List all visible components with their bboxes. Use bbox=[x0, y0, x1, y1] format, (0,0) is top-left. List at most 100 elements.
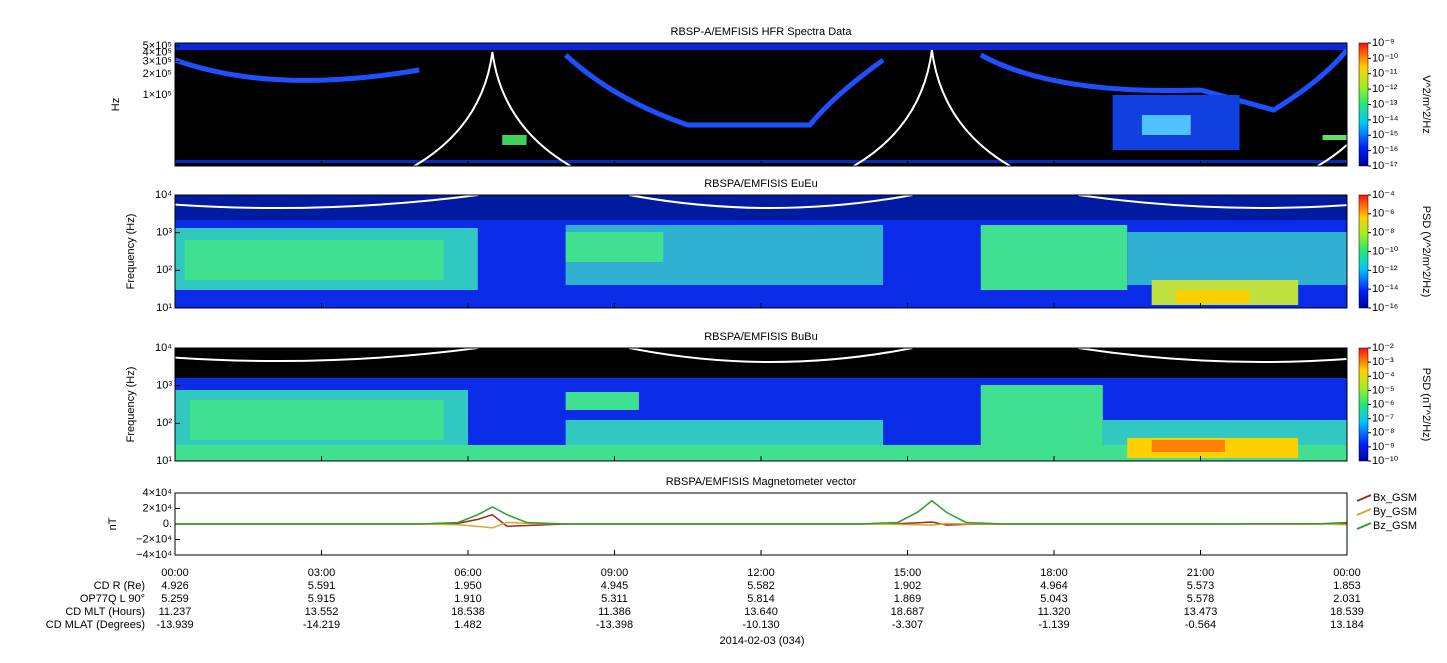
colorbar-tick-label: 10⁻⁶ bbox=[1372, 208, 1395, 220]
ephemeris-value: 13.552 bbox=[305, 606, 339, 618]
ephemeris-value: 5.311 bbox=[601, 593, 628, 605]
colorbar-tick-label: 10⁻¹⁵ bbox=[1372, 129, 1398, 141]
plasma-line bbox=[628, 348, 913, 363]
panel-title: RBSPA/EMFISIS Magnetometer vector bbox=[666, 476, 857, 488]
plot-frame bbox=[174, 347, 1348, 462]
ephemeris-value: 4.926 bbox=[161, 580, 189, 592]
plasma-line bbox=[853, 49, 1011, 166]
y-tick-label: 10¹ bbox=[156, 302, 172, 314]
colorbar bbox=[1358, 194, 1369, 309]
ephemeris-value: -14.219 bbox=[303, 619, 340, 631]
spectrogram-patch bbox=[1141, 115, 1191, 135]
ephemeris-value: -1.139 bbox=[1038, 619, 1069, 631]
spectrogram-patch bbox=[565, 392, 639, 410]
ephemeris-value: 11.237 bbox=[159, 606, 192, 618]
y-tick-label: 10³ bbox=[156, 380, 172, 392]
legend-label: Bz_GSM bbox=[1373, 520, 1417, 532]
ephemeris-value: 5.578 bbox=[1187, 593, 1215, 605]
ephemeris-value: 1.910 bbox=[454, 593, 482, 605]
ephemeris-value: 4.964 bbox=[1040, 580, 1068, 592]
colorbar-label: V^2/m^2/Hz bbox=[1420, 75, 1432, 134]
colorbar-tick-label: 10⁻⁶ bbox=[1372, 398, 1395, 410]
plot-frame bbox=[174, 42, 1348, 167]
colorbar-tick-label: 10⁻¹² bbox=[1372, 83, 1398, 95]
legend-label: By_GSM bbox=[1373, 506, 1417, 518]
colorbar-tick-label: 10⁻¹⁴ bbox=[1372, 114, 1399, 126]
colorbar-tick-label: 10⁻¹⁶ bbox=[1372, 302, 1398, 314]
colorbar-tick-label: 10⁻¹⁴ bbox=[1372, 283, 1399, 295]
panel-title: RBSPA/EMFISIS EuEu bbox=[704, 178, 818, 190]
y-tick-label: 4×10⁴ bbox=[142, 487, 172, 499]
colorbar-tick-label: 10⁻³ bbox=[1372, 356, 1394, 368]
plasma-line bbox=[413, 51, 572, 166]
colorbar-label: PSD (V^2/m^2/Hz) bbox=[1420, 206, 1432, 298]
spectrogram-patch bbox=[1176, 290, 1250, 303]
y-tick-label: 2×10⁴ bbox=[142, 502, 172, 514]
legend-swatch bbox=[1356, 508, 1372, 516]
plasma-line bbox=[1078, 195, 1347, 209]
panel-title: RBSPA/EMFISIS BuBu bbox=[704, 331, 818, 343]
ephemeris-value: 1.869 bbox=[894, 593, 922, 605]
ephemeris-label: CD MLAT (Degrees) bbox=[46, 619, 145, 631]
y-tick-label: 10⁴ bbox=[155, 189, 172, 201]
y-tick-label: 0. bbox=[163, 518, 172, 530]
y-tick-label: 10¹ bbox=[156, 455, 172, 467]
y-axis-label: Frequency (Hz) bbox=[125, 367, 137, 443]
ephemeris-value: 18.538 bbox=[451, 606, 485, 618]
colorbar-tick-label: 10⁻¹⁰ bbox=[1372, 455, 1399, 467]
colorbar-tick-label: 10⁻⁹ bbox=[1372, 441, 1395, 453]
ephemeris-value: 5.591 bbox=[308, 580, 336, 592]
spectrogram-patch bbox=[980, 225, 1128, 290]
ephemeris-value: 11.386 bbox=[598, 606, 631, 618]
colorbar-tick-label: 10⁻¹¹ bbox=[1372, 68, 1398, 80]
ephemeris-value: 2.031 bbox=[1333, 593, 1361, 605]
y-tick-label: 3×10⁵ bbox=[143, 56, 172, 68]
ephemeris-value: -13.939 bbox=[156, 619, 193, 631]
ephemeris-label: CD R (Re) bbox=[94, 580, 145, 592]
y-tick-label: 2×10⁵ bbox=[143, 68, 172, 80]
ephemeris-label: OP77Q L 90° bbox=[80, 593, 145, 605]
colorbar-tick-label: 10⁻⁷ bbox=[1372, 413, 1394, 425]
spectrogram-image bbox=[175, 195, 1347, 308]
spectrogram-patch bbox=[1151, 440, 1225, 452]
spectrogram-patch bbox=[184, 240, 444, 280]
ephemeris-value: 4.945 bbox=[601, 580, 629, 592]
y-tick-label: 10⁴ bbox=[155, 342, 172, 354]
spectrogram-patch bbox=[980, 385, 1103, 455]
y-axis-label: Hz bbox=[110, 98, 122, 111]
ephemeris-value: 13.473 bbox=[1184, 606, 1218, 618]
x-tick-label: 09:00 bbox=[601, 567, 629, 579]
series-line bbox=[175, 499, 1348, 525]
y-tick-label: 4×10⁵ bbox=[143, 47, 172, 59]
ephemeris-value: 1.950 bbox=[454, 580, 482, 592]
plasma-line bbox=[1078, 348, 1347, 363]
colorbar-tick-label: 10⁻¹⁶ bbox=[1372, 145, 1398, 157]
ephemeris-value: -3.307 bbox=[892, 619, 923, 631]
ephemeris-value: -0.564 bbox=[1185, 619, 1216, 631]
colorbar-tick-label: 10⁻⁵ bbox=[1372, 384, 1395, 396]
colorbar-tick-label: 10⁻¹⁰ bbox=[1372, 52, 1399, 64]
x-tick-label: 03:00 bbox=[308, 567, 336, 579]
colorbar-tick-label: 10⁻² bbox=[1372, 342, 1394, 354]
ephemeris-value: -10.130 bbox=[742, 619, 779, 631]
spectrogram-patch bbox=[1127, 232, 1347, 285]
ephemeris-value: 1.853 bbox=[1333, 580, 1361, 592]
y-tick-label: 10² bbox=[156, 417, 172, 429]
colorbar-tick-label: 10⁻¹³ bbox=[1372, 98, 1398, 110]
ephemeris-value: 5.043 bbox=[1040, 593, 1068, 605]
colorbar-tick-label: 10⁻⁴ bbox=[1372, 370, 1395, 382]
x-tick-label: 21:00 bbox=[1187, 567, 1215, 579]
colorbar-tick-label: 10⁻⁹ bbox=[1372, 37, 1395, 49]
plasma-line bbox=[175, 195, 478, 209]
x-tick-label: 00:00 bbox=[1333, 567, 1361, 579]
ephemeris-value: 5.259 bbox=[161, 593, 189, 605]
legend-swatch bbox=[1356, 494, 1372, 502]
spectrogram-patch bbox=[175, 43, 1347, 50]
plot-frame bbox=[174, 492, 1348, 556]
ephemeris-value: 1.482 bbox=[454, 619, 482, 631]
y-tick-label: 5×10⁵ bbox=[143, 40, 172, 52]
colorbar-tick-label: 10⁻¹² bbox=[1372, 264, 1398, 276]
ephemeris-value: -13.398 bbox=[596, 619, 633, 631]
x-tick-label: 15:00 bbox=[894, 567, 922, 579]
